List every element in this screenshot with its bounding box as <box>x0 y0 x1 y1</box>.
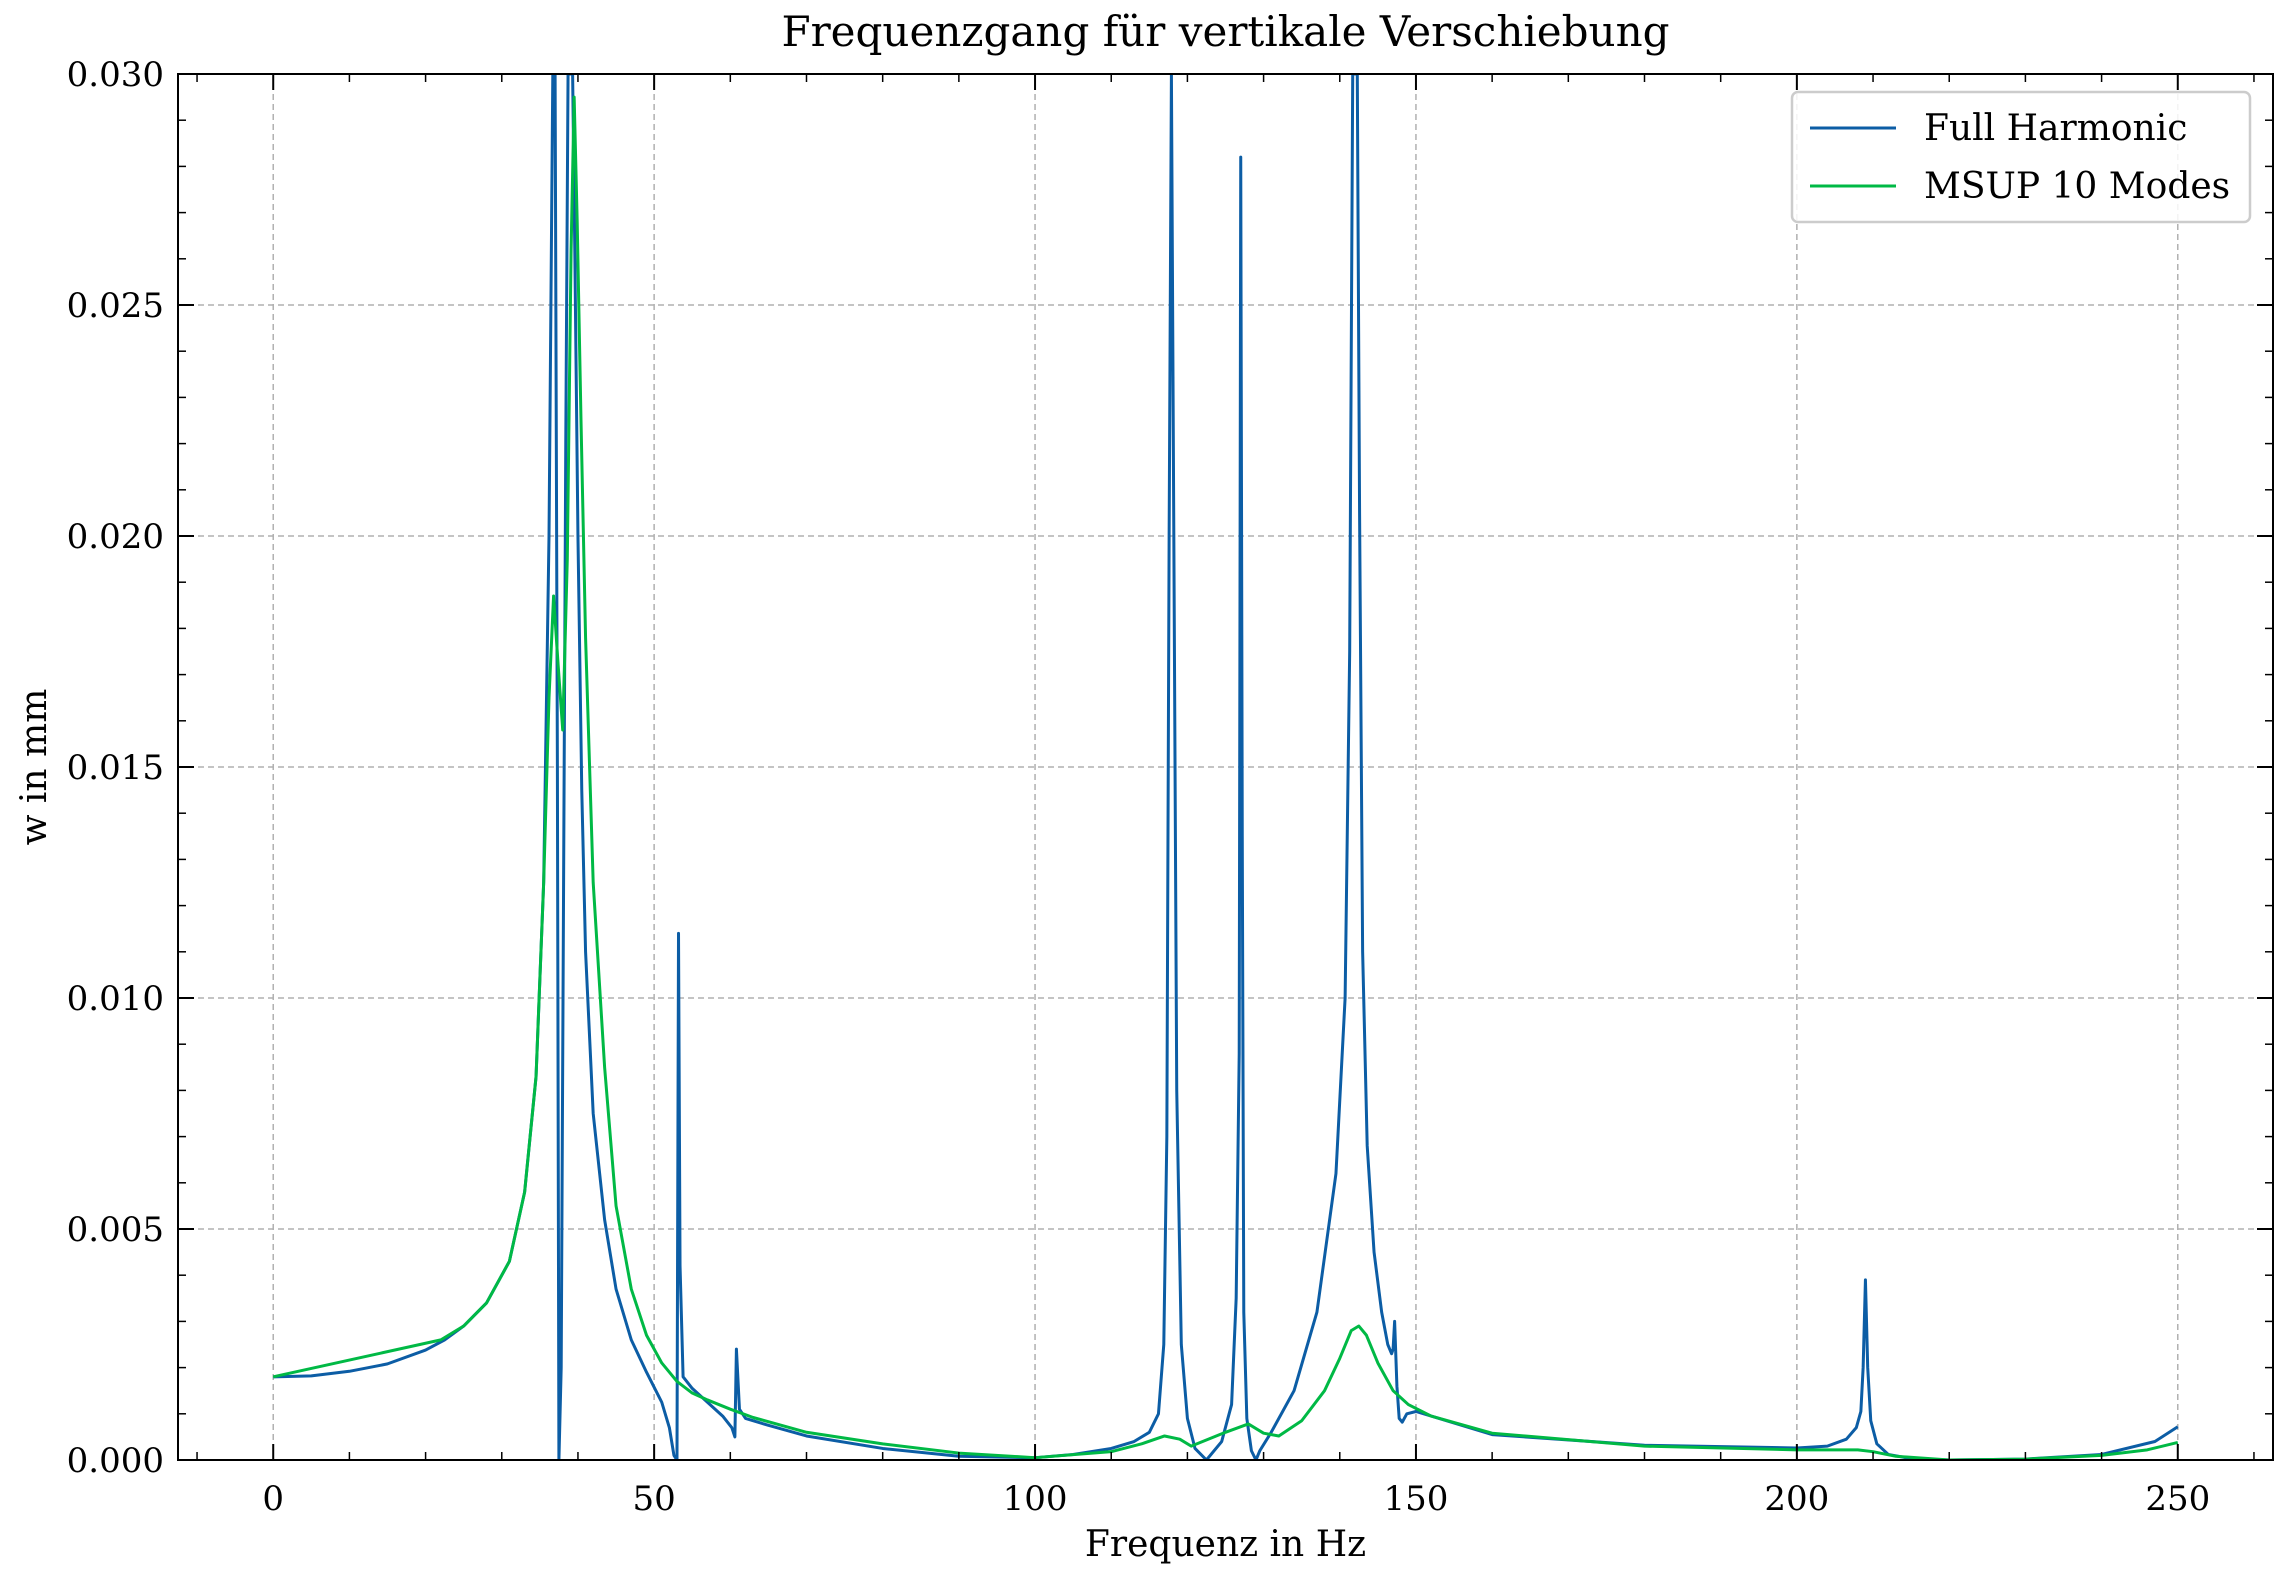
legend: Full Harmonic MSUP 10 Modes <box>1790 90 2252 224</box>
legend-label-full-harmonic: Full Harmonic <box>1924 108 2187 149</box>
y-tick-label: 0.010 <box>67 979 164 1019</box>
x-tick-label: 100 <box>1003 1479 1068 1519</box>
y-axis-label: w in mm <box>14 689 55 846</box>
tick-labels: 0 50 100 150 200 250 0.000 0.005 0.010 0.015 0.020… <box>67 55 2211 1519</box>
y-tick-label: 0.015 <box>67 748 164 788</box>
chart-title: Frequenzgang für vertikale Verschiebung <box>781 7 1669 56</box>
legend-box <box>1790 90 2252 224</box>
x-tick-label: 250 <box>2145 1479 2210 1519</box>
legend-label-msup-10-modes: MSUP 10 Modes <box>1924 166 2230 207</box>
y-tick-label: 0.005 <box>67 1210 164 1250</box>
x-tick-label: 50 <box>633 1479 676 1519</box>
grid-lines <box>178 74 2273 1460</box>
axis-ticks <box>178 73 2273 1461</box>
x-axis-label: Frequenz in Hz <box>1085 1524 1366 1565</box>
y-tick-label: 0.030 <box>67 55 164 95</box>
x-tick-label: 150 <box>1384 1479 1449 1519</box>
x-tick-label: 200 <box>1764 1479 1829 1519</box>
y-tick-label: 0.020 <box>67 517 164 557</box>
y-tick-label: 0.000 <box>67 1441 164 1481</box>
x-tick-label: 0 <box>262 1479 284 1519</box>
series-line-full-harmonic <box>273 74 2179 1460</box>
y-tick-label: 0.025 <box>67 286 164 326</box>
